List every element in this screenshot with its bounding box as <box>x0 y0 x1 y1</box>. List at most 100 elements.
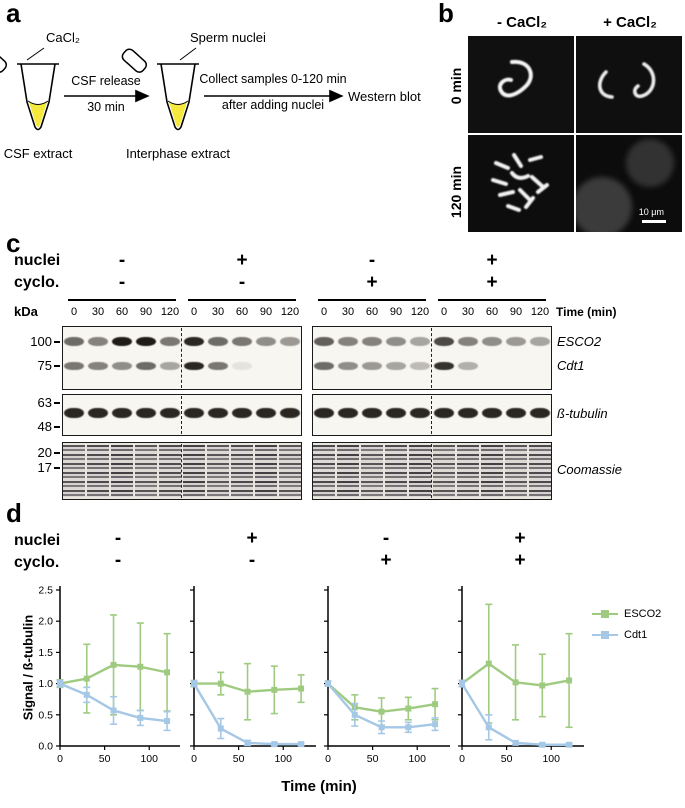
time-point-label: 60 <box>235 306 249 318</box>
x-tick-label: 100 <box>274 753 292 765</box>
y-tick-label: 2.5 <box>38 585 53 597</box>
legend-esco2-swatch <box>592 609 618 619</box>
data-marker <box>351 711 358 718</box>
blot-band <box>232 408 252 418</box>
nuclei-sign: + <box>486 250 498 271</box>
blot-band <box>232 362 252 370</box>
legend-cdt1-swatch <box>592 630 618 640</box>
micrograph-120min-plus-cacl2: 10 μm <box>576 135 682 232</box>
legend-esco2-label: ESCO2 <box>624 608 662 620</box>
chart-nuclei-row-label: nuclei <box>14 532 61 549</box>
cyclo-sign: - <box>238 272 246 293</box>
coomassie-lane <box>385 445 407 497</box>
cyclo-sign: + <box>486 272 498 293</box>
chart-subplot-1: 0.0 0.5 1.0 1.5 2.0 2.5 0 50 100 <box>38 585 180 765</box>
nuclei-sign: - <box>118 250 126 271</box>
time-point-label: 30 <box>91 306 105 318</box>
row-header-120min: 120 min <box>448 165 464 219</box>
blot-band <box>410 337 430 346</box>
coomassie-lane <box>313 445 335 497</box>
cyclo-sign: + <box>366 272 378 293</box>
blot-band <box>482 408 502 418</box>
data-marker <box>566 677 573 684</box>
blot3-splice-line-right <box>431 444 432 498</box>
blot-band <box>434 408 454 418</box>
time-point-label: 0 <box>320 306 328 318</box>
marker-75-tick <box>54 365 60 367</box>
micrograph-0min-minus-cacl2 <box>468 36 574 133</box>
y-tick-label: 2.0 <box>38 616 53 628</box>
chart-cyclo-sign: - <box>114 550 122 571</box>
marker-20: 20 <box>37 445 52 460</box>
thirty-min-label: 30 min <box>87 100 125 114</box>
chart-subplot-4: 0 50 100 <box>458 586 584 765</box>
blot-band <box>88 362 108 370</box>
blot-band <box>64 408 84 418</box>
time-point-label: 120 <box>160 306 180 318</box>
micrograph-120min-minus-cacl2 <box>468 135 574 232</box>
blot-band <box>64 362 84 370</box>
blot-band <box>112 362 132 370</box>
blot-band <box>232 337 252 346</box>
marker-48-tick <box>54 426 60 428</box>
coomassie-lane <box>337 445 359 497</box>
esco2-band-label: ESCO2 <box>557 334 602 349</box>
coomassie-lane <box>279 445 301 497</box>
marker-63-tick <box>54 402 60 404</box>
blot-band <box>208 408 228 418</box>
marker-17-tick <box>54 467 60 469</box>
blot-band <box>208 337 228 346</box>
group-bracket <box>188 299 296 301</box>
blot-band <box>112 408 132 418</box>
blot2-splice-line-left <box>181 396 182 434</box>
blot3-splice-line-left <box>181 444 182 498</box>
x-tick-label: 50 <box>367 753 379 765</box>
y-tick-label: 0.5 <box>38 709 53 721</box>
time-point-label: 0 <box>70 306 78 318</box>
marker-63: 63 <box>37 395 52 410</box>
chart-nuclei-sign: - <box>114 528 122 549</box>
blot-band <box>530 408 550 418</box>
blot-band <box>386 337 406 346</box>
time-point-label: 60 <box>115 306 129 318</box>
legend-cdt1-label: Cdt1 <box>624 629 648 641</box>
row-header-0min: 0 min <box>448 67 464 105</box>
x-tick-label: 50 <box>501 753 513 765</box>
time-point-label: 90 <box>139 306 153 318</box>
data-marker <box>485 660 492 667</box>
coomassie-lane <box>529 445 551 497</box>
coomassie-lane <box>183 445 205 497</box>
coomassie-lane <box>409 445 431 497</box>
coomassie-lane <box>433 445 455 497</box>
legend-item-esco2: ESCO2 <box>592 608 661 620</box>
data-marker <box>459 680 465 687</box>
panel-b-label: b <box>438 0 454 28</box>
group-bracket <box>318 299 426 301</box>
chart-cyclo-sign: + <box>380 550 392 571</box>
blot-band <box>184 337 204 346</box>
panel-c-label: c <box>6 228 21 258</box>
data-marker <box>378 724 385 731</box>
kda-label: kDa <box>14 304 38 319</box>
blot-coomassie <box>62 442 552 500</box>
coomassie-lane <box>255 445 277 497</box>
data-marker <box>164 718 171 725</box>
blot-band <box>434 362 454 370</box>
cyclo-row-label: cyclo. <box>14 274 60 291</box>
cdt1-band-label: Cdt1 <box>557 358 585 373</box>
blot-band <box>410 408 430 418</box>
blot-band <box>314 337 334 346</box>
nuclei-sign: - <box>368 250 376 271</box>
blot-band <box>314 362 334 370</box>
data-marker <box>137 663 144 670</box>
time-point-label: 60 <box>485 306 499 318</box>
time-point-label: 0 <box>440 306 448 318</box>
data-marker <box>298 685 305 692</box>
marker-48: 48 <box>37 419 52 434</box>
data-marker <box>271 686 278 693</box>
data-marker <box>432 721 439 728</box>
x-tick-label: 0 <box>57 753 63 765</box>
chart-cyclo-row-label: cyclo. <box>14 554 60 571</box>
data-marker <box>244 739 251 746</box>
nuclei-row-label: nuclei <box>14 252 61 269</box>
